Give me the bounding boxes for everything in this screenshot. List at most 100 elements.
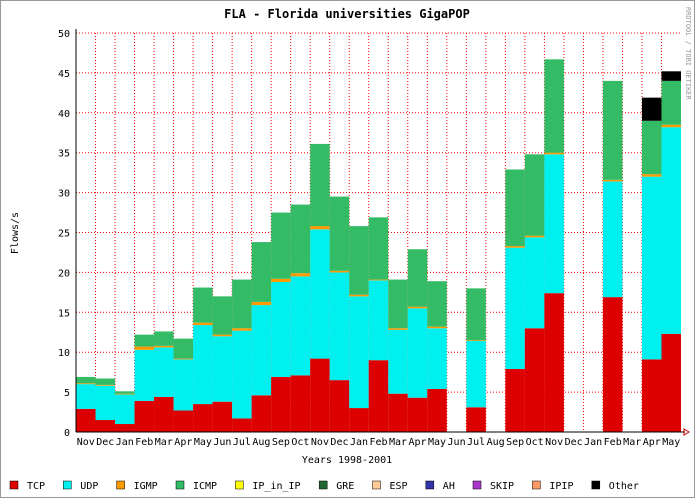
x-tick-label: Aug — [252, 437, 270, 448]
x-tick-label: Apr — [409, 437, 427, 448]
bar-segment-tcp — [407, 397, 428, 432]
bar-segment-icmp — [154, 331, 174, 346]
bar-segment-icmp — [661, 80, 681, 125]
legend-swatch-gre — [318, 480, 328, 490]
legend-swatch-icmp — [175, 480, 185, 490]
bar-segment-tcp — [193, 404, 213, 432]
bar-segment-udp — [544, 154, 564, 294]
x-tick-label: May — [662, 437, 680, 448]
bar-segment-icmp — [466, 288, 486, 341]
legend-label-ip-in-ip: IP_in_IP — [252, 481, 300, 492]
bar-segment-icmp — [427, 281, 447, 327]
bar-segment-tcp — [154, 396, 174, 432]
bar-segment-tcp — [290, 375, 311, 432]
bar-segment-udp — [251, 305, 272, 396]
bar-segment-udp — [95, 385, 116, 421]
x-axis-arrow-icon — [683, 428, 690, 436]
x-tick-label: Apr — [174, 437, 192, 448]
bar-segment-icmp — [641, 120, 662, 175]
x-tick-label: Jun — [213, 437, 231, 448]
x-tick-label: Apr — [643, 437, 661, 448]
bar-segment-igmp — [388, 328, 408, 330]
legend-label-skip: SKIP — [490, 481, 514, 492]
x-tick-label: Oct — [291, 437, 309, 448]
bar-segment-tcp — [251, 395, 272, 432]
bar-segment-icmp — [76, 376, 96, 384]
bar-segment-udp — [212, 336, 233, 402]
x-tick-label: Sep — [506, 437, 524, 448]
bar-segment-tcp — [232, 418, 252, 432]
bar-segment-icmp — [271, 212, 291, 279]
bar-segment-tcp — [427, 388, 447, 432]
bar-segment-igmp — [173, 358, 194, 360]
bar-segment-tcp — [466, 407, 486, 432]
bar-segment-igmp — [427, 326, 447, 329]
bar-segment-igmp — [95, 384, 116, 386]
x-tick-label: Jul — [233, 437, 251, 448]
bar-segment-udp — [134, 349, 155, 401]
bar-segment-icmp — [388, 279, 408, 329]
legend: TCP UDP IGMP ICMP IP_in_IP GRE ESP AH SKIP IPIP Ot… — [9, 480, 639, 492]
bar-segment-tcp — [76, 408, 96, 432]
legend-label-tcp: TCP — [27, 481, 45, 492]
legend-swatch-ah — [425, 480, 435, 490]
bar-segment-igmp — [602, 179, 623, 182]
y-tick-label: 45 — [58, 69, 70, 80]
bar-segment-igmp — [466, 340, 486, 342]
bar-segment-icmp — [329, 196, 350, 271]
legend-swatch-skip — [472, 480, 482, 490]
bar-segment-tcp — [524, 328, 545, 432]
bar-segment-icmp — [193, 287, 213, 323]
bar-segment-igmp — [290, 273, 311, 277]
bar-segment-igmp — [251, 301, 272, 306]
legend-label-igmp: IGMP — [134, 481, 158, 492]
bar-segment-icmp — [212, 296, 233, 335]
x-tick-label: Mar — [623, 437, 641, 448]
bar-segment-tcp — [505, 368, 525, 432]
x-tick-label: Dec — [96, 437, 114, 448]
y-tick-label: 25 — [58, 229, 70, 240]
bar-segment-igmp — [193, 322, 213, 326]
bar-segment-udp — [193, 325, 213, 405]
legend-label-other: Other — [609, 481, 639, 492]
legend-label-gre: GRE — [336, 481, 354, 492]
bar-segment-igmp — [134, 346, 155, 350]
bar-segment-udp — [349, 296, 369, 409]
legend-label-esp: ESP — [390, 481, 408, 492]
bar-segment-igmp — [310, 226, 330, 230]
bar-segment-tcp — [329, 380, 350, 432]
bar-segment-udp — [154, 347, 174, 397]
x-tick-label: Jun — [448, 437, 466, 448]
bar-segment-udp — [661, 127, 681, 334]
bar-segment-icmp — [407, 249, 428, 307]
bar-segment-tcp — [602, 297, 623, 432]
y-tick-label: 35 — [58, 149, 70, 160]
bar-segment-other — [641, 97, 662, 121]
bar-segment-icmp — [232, 279, 252, 329]
bar-segment-icmp — [368, 217, 389, 280]
bar-segment-igmp — [349, 294, 369, 297]
y-tick-label: 5 — [64, 388, 70, 399]
bar-segment-tcp — [271, 376, 291, 432]
bar-segment-icmp — [505, 169, 525, 247]
bar-segment-igmp — [212, 334, 233, 337]
bar-segment-igmp — [115, 393, 135, 395]
x-tick-label: Mar — [155, 437, 173, 448]
x-tick-label: May — [194, 437, 212, 448]
bar-segment-igmp — [329, 270, 350, 273]
bar-segment-tcp — [95, 420, 116, 432]
legend-swatch-ip-in-ip — [235, 480, 244, 490]
bar-segment-icmp — [173, 338, 194, 359]
bar-segment-udp — [290, 276, 311, 376]
bar-segment-icmp — [310, 143, 330, 227]
rrdtool-credit: RRDTOOL / TOBI OETIKER — [684, 7, 692, 101]
legend-swatch-ipip — [532, 480, 541, 490]
bar-segment-tcp — [661, 333, 681, 432]
bar-segment-icmp — [544, 59, 564, 153]
bar-segment-other — [661, 71, 681, 81]
chart-title: FLA - Florida universities GigaPOP — [224, 7, 470, 21]
bar-segment-icmp — [602, 80, 623, 180]
x-tick-label: Oct — [526, 437, 544, 448]
y-axis-label: Flows/s — [10, 212, 21, 254]
